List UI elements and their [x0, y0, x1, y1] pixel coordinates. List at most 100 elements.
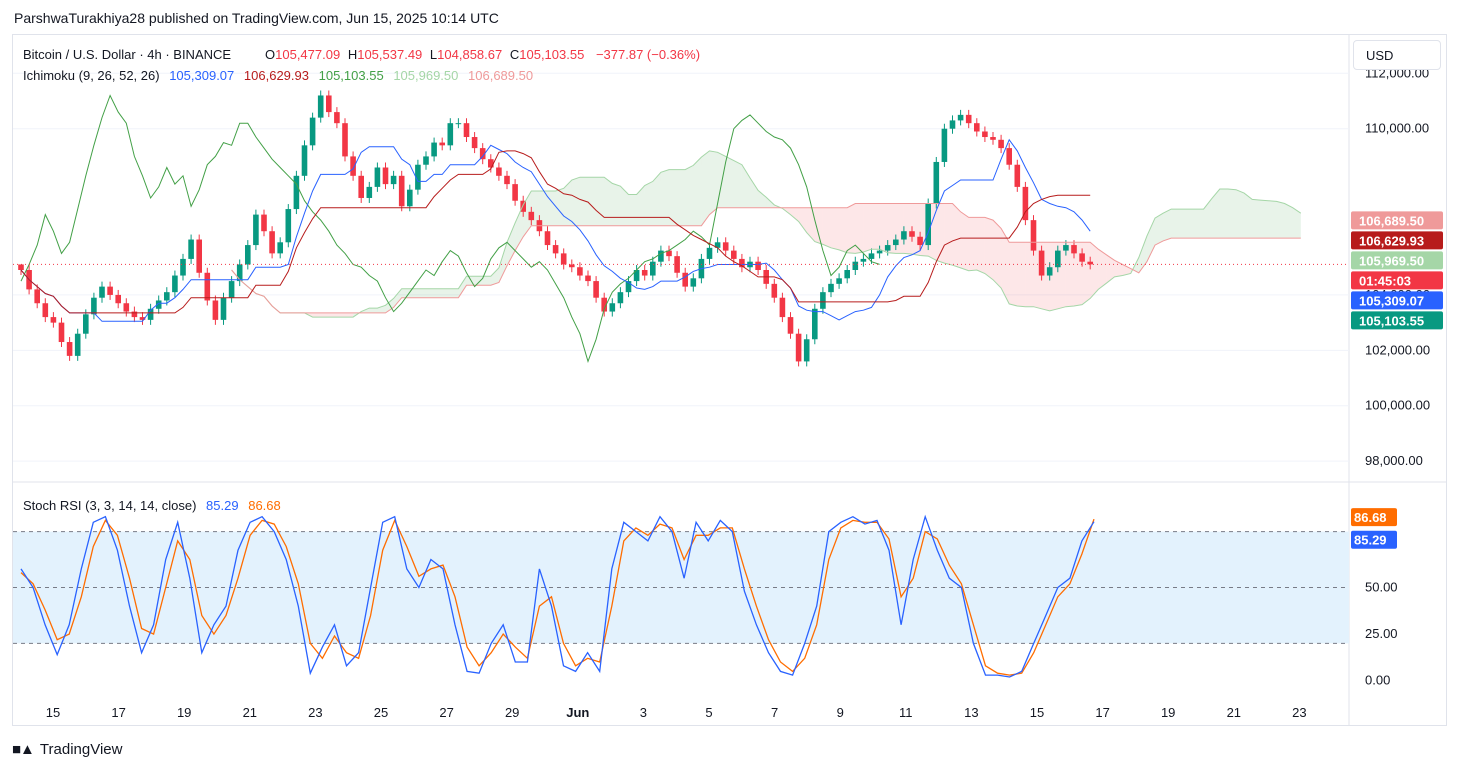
candle-body[interactable]	[50, 317, 57, 323]
chart-frame[interactable]: 98,000.00100,000.00102,000.00104,000.001…	[12, 34, 1447, 726]
candle-body[interactable]	[577, 267, 583, 276]
candle-body[interactable]	[390, 175, 397, 185]
candle-body[interactable]	[293, 175, 300, 210]
candle-body[interactable]	[115, 294, 121, 304]
candle-body[interactable]	[107, 286, 113, 295]
candle-body[interactable]	[1046, 267, 1053, 276]
candle-body[interactable]	[228, 281, 235, 298]
candle-body[interactable]	[196, 239, 202, 273]
candle-body[interactable]	[552, 245, 559, 254]
candle-body[interactable]	[1063, 245, 1069, 251]
candle-body[interactable]	[965, 114, 972, 124]
candle-body[interactable]	[463, 123, 470, 138]
candle-body[interactable]	[504, 175, 510, 185]
candle-body[interactable]	[479, 148, 486, 160]
candle-body[interactable]	[560, 253, 567, 265]
candle-body[interactable]	[909, 231, 915, 237]
candle-body[interactable]	[439, 142, 445, 146]
candle-body[interactable]	[722, 242, 729, 251]
candle-body[interactable]	[220, 297, 227, 320]
candle-body[interactable]	[860, 258, 867, 262]
candle-body[interactable]	[99, 286, 105, 298]
candle-body[interactable]	[66, 342, 73, 356]
candle-body[interactable]	[277, 242, 283, 254]
candle-body[interactable]	[269, 231, 275, 254]
candle-body[interactable]	[1055, 250, 1061, 268]
candle-body[interactable]	[374, 167, 381, 187]
candle-body[interactable]	[1071, 245, 1077, 254]
candle-body[interactable]	[285, 209, 292, 243]
candle-body[interactable]	[844, 270, 850, 279]
candle-body[interactable]	[739, 258, 745, 268]
candle-body[interactable]	[917, 236, 923, 246]
candle-body[interactable]	[617, 292, 624, 304]
candle-body[interactable]	[893, 239, 899, 246]
candle-body[interactable]	[164, 292, 170, 301]
candle-body[interactable]	[528, 211, 535, 221]
candle-body[interactable]	[868, 253, 875, 259]
candle-body[interactable]	[309, 117, 316, 146]
candle-body[interactable]	[650, 261, 656, 276]
candle-body[interactable]	[569, 264, 575, 268]
candle-body[interactable]	[633, 270, 640, 282]
candle-body[interactable]	[941, 128, 948, 162]
candle-body[interactable]	[212, 300, 219, 320]
candle-body[interactable]	[828, 283, 834, 293]
candle-body[interactable]	[585, 275, 591, 282]
candle-body[interactable]	[123, 303, 130, 312]
candle-body[interactable]	[820, 292, 826, 309]
candle-body[interactable]	[666, 250, 672, 257]
chart-canvas[interactable]: 98,000.00100,000.00102,000.00104,000.001…	[13, 35, 1446, 725]
candle-body[interactable]	[876, 250, 883, 254]
candle-body[interactable]	[1087, 261, 1093, 265]
tradingview-logo[interactable]: ■▲ TradingView	[12, 741, 122, 758]
candle-body[interactable]	[91, 297, 97, 315]
candle-body[interactable]	[601, 297, 607, 312]
candle-body[interactable]	[949, 120, 956, 129]
candle-body[interactable]	[83, 314, 89, 334]
candle-body[interactable]	[447, 123, 454, 146]
candle-body[interactable]	[155, 300, 162, 309]
candle-body[interactable]	[147, 308, 154, 320]
candle-body[interactable]	[682, 272, 688, 287]
candle-body[interactable]	[731, 250, 737, 259]
candle-body[interactable]	[1006, 148, 1012, 165]
candle-body[interactable]	[18, 264, 24, 270]
candle-body[interactable]	[455, 123, 462, 125]
candle-body[interactable]	[415, 164, 421, 190]
candle-body[interactable]	[1022, 186, 1029, 221]
candle-body[interactable]	[974, 123, 980, 132]
candle-body[interactable]	[58, 322, 65, 343]
candle-body[interactable]	[658, 250, 664, 262]
candle-body[interactable]	[317, 95, 324, 118]
candle-body[interactable]	[407, 189, 413, 207]
candle-body[interactable]	[1014, 164, 1021, 187]
candle-body[interactable]	[245, 245, 251, 265]
candle-body[interactable]	[1079, 253, 1085, 262]
stoch-rsi-pane[interactable]	[13, 514, 1349, 678]
candle-body[interactable]	[933, 161, 940, 204]
candle-body[interactable]	[593, 281, 599, 298]
candle-body[interactable]	[884, 245, 891, 251]
candle-body[interactable]	[172, 275, 178, 293]
candle-body[interactable]	[496, 167, 502, 176]
candle-body[interactable]	[398, 175, 405, 207]
candle-body[interactable]	[836, 278, 842, 284]
candle-body[interactable]	[42, 303, 49, 318]
candle-body[interactable]	[326, 95, 332, 113]
candle-body[interactable]	[366, 186, 373, 198]
time-axis[interactable]: 15 17 19 21 23 25 27 29 Jun 3 5 7 9 11 13 15 17 19 21 23	[46, 705, 1307, 720]
candle-body[interactable]	[261, 214, 267, 232]
candle-body[interactable]	[755, 261, 761, 270]
candle-body[interactable]	[188, 239, 194, 259]
candle-body[interactable]	[852, 261, 859, 270]
candle-body[interactable]	[625, 281, 632, 293]
candle-body[interactable]	[180, 258, 186, 276]
candle-body[interactable]	[544, 231, 551, 246]
candle-body[interactable]	[358, 175, 364, 198]
candle-body[interactable]	[382, 167, 389, 185]
candle-body[interactable]	[1030, 220, 1037, 251]
candle-body[interactable]	[488, 159, 494, 168]
candle-body[interactable]	[609, 303, 616, 312]
